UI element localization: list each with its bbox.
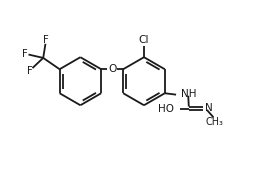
Text: F: F bbox=[27, 66, 33, 76]
Text: F: F bbox=[43, 35, 49, 45]
Text: F: F bbox=[22, 49, 28, 59]
Text: NH: NH bbox=[182, 89, 197, 99]
Text: O: O bbox=[108, 64, 116, 74]
Text: N: N bbox=[205, 103, 213, 113]
Text: CH₃: CH₃ bbox=[206, 117, 224, 127]
Text: HO: HO bbox=[158, 104, 174, 114]
Text: Cl: Cl bbox=[139, 35, 149, 45]
